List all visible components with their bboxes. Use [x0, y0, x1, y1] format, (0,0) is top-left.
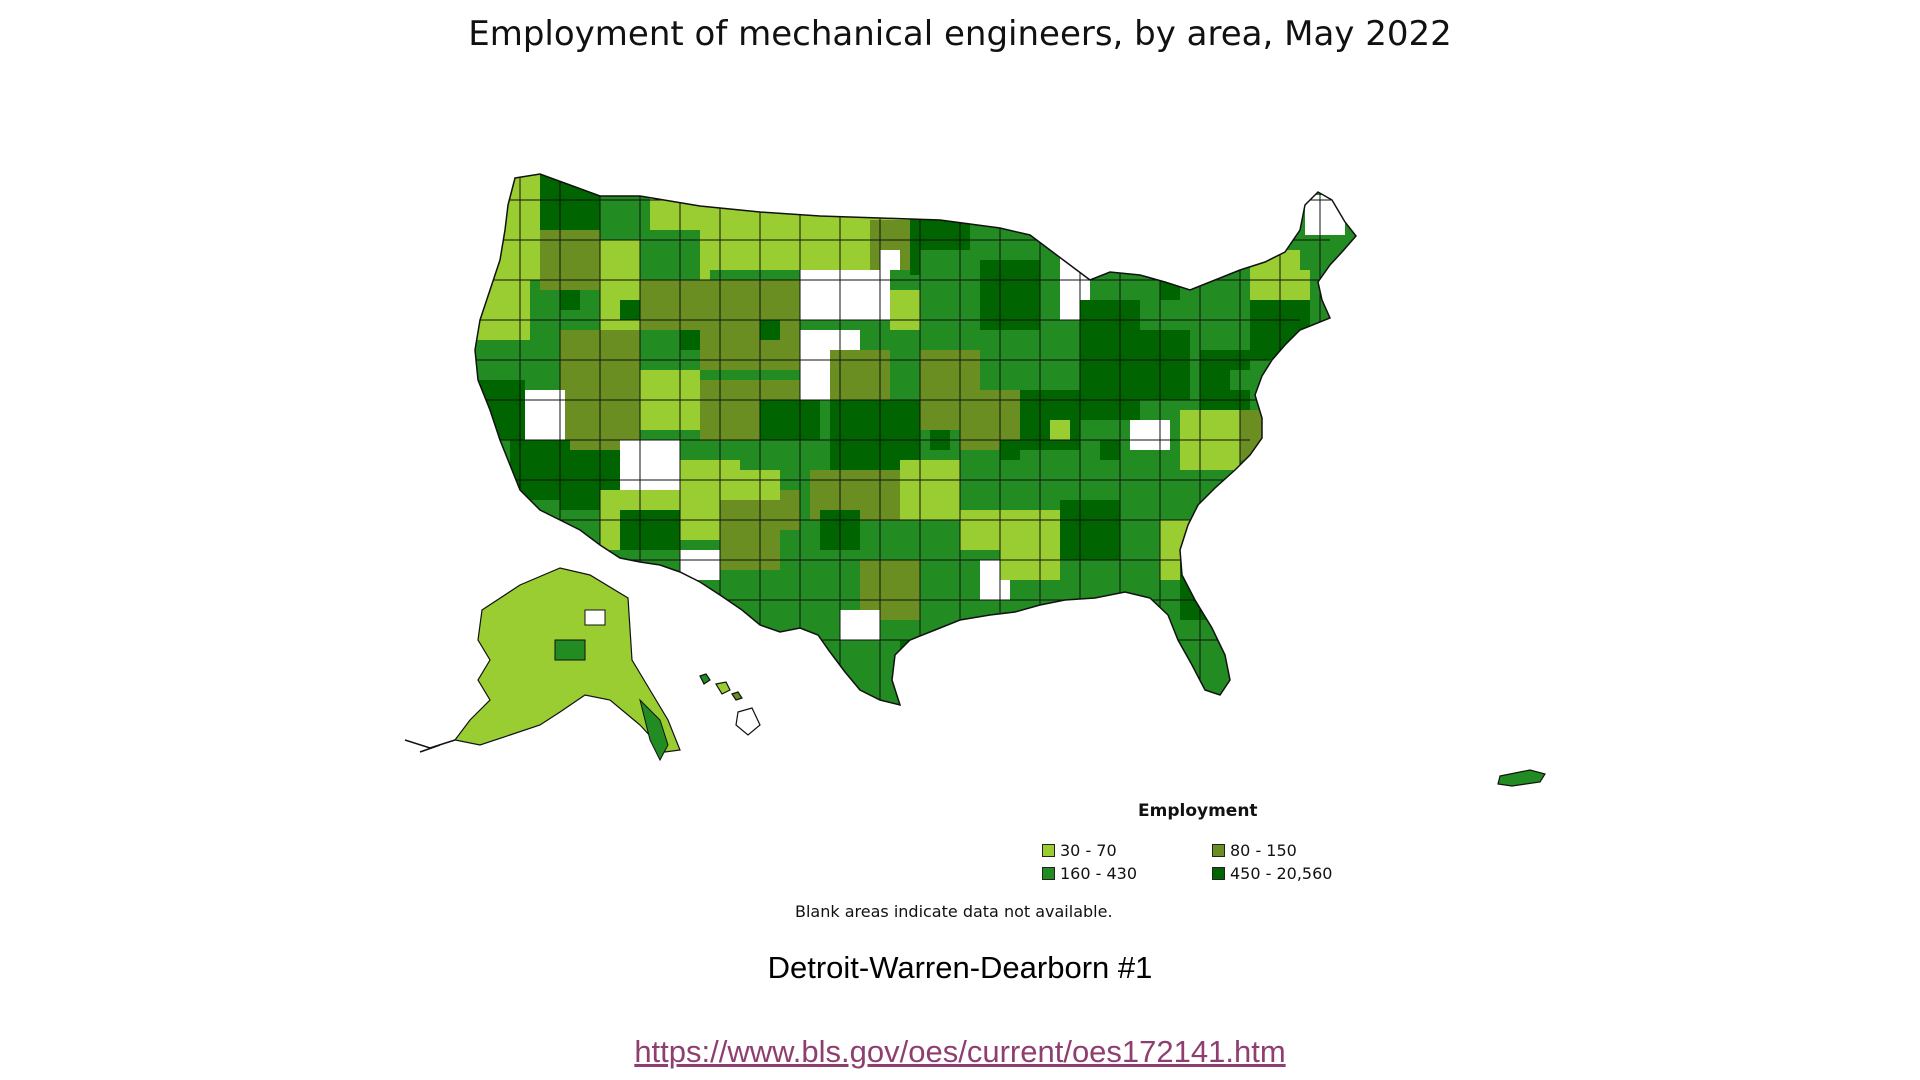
legend-swatch-80-150	[1212, 843, 1225, 857]
alaska-map	[404, 567, 681, 762]
legend-label-80-150: 80 - 150	[1230, 840, 1297, 860]
caption: Detroit-Warren-Dearborn #1	[767, 950, 1153, 985]
legend-swatch-160-430	[1042, 866, 1055, 880]
blank-areas-note: Blank areas indicate data not available.	[795, 902, 1113, 921]
legend-item-80-150: 80 - 150	[1212, 840, 1297, 860]
legend-swatch-450-20560	[1212, 866, 1225, 880]
legend-swatch-30-70	[1042, 843, 1055, 857]
legend-item-450-20560: 450 - 20,560	[1212, 863, 1332, 883]
legend-title: Employment	[1138, 801, 1258, 821]
conus-outline	[474, 173, 1357, 707]
hawaii-map	[699, 673, 761, 736]
legend-label-160-430: 160 - 430	[1060, 863, 1138, 883]
map-title: Employment of mechanical engineers, by a…	[468, 14, 1452, 54]
legend-item-30-70: 30 - 70	[1042, 840, 1117, 860]
legend-item-160-430: 160 - 430	[1042, 863, 1137, 883]
legend-label-30-70: 30 - 70	[1060, 840, 1117, 860]
puerto-rico-map	[1497, 769, 1546, 787]
legend-label-450-20560: 450 - 20,560	[1230, 863, 1333, 883]
source-link[interactable]: https://www.bls.gov/oes/current/oes17214…	[634, 1034, 1286, 1069]
